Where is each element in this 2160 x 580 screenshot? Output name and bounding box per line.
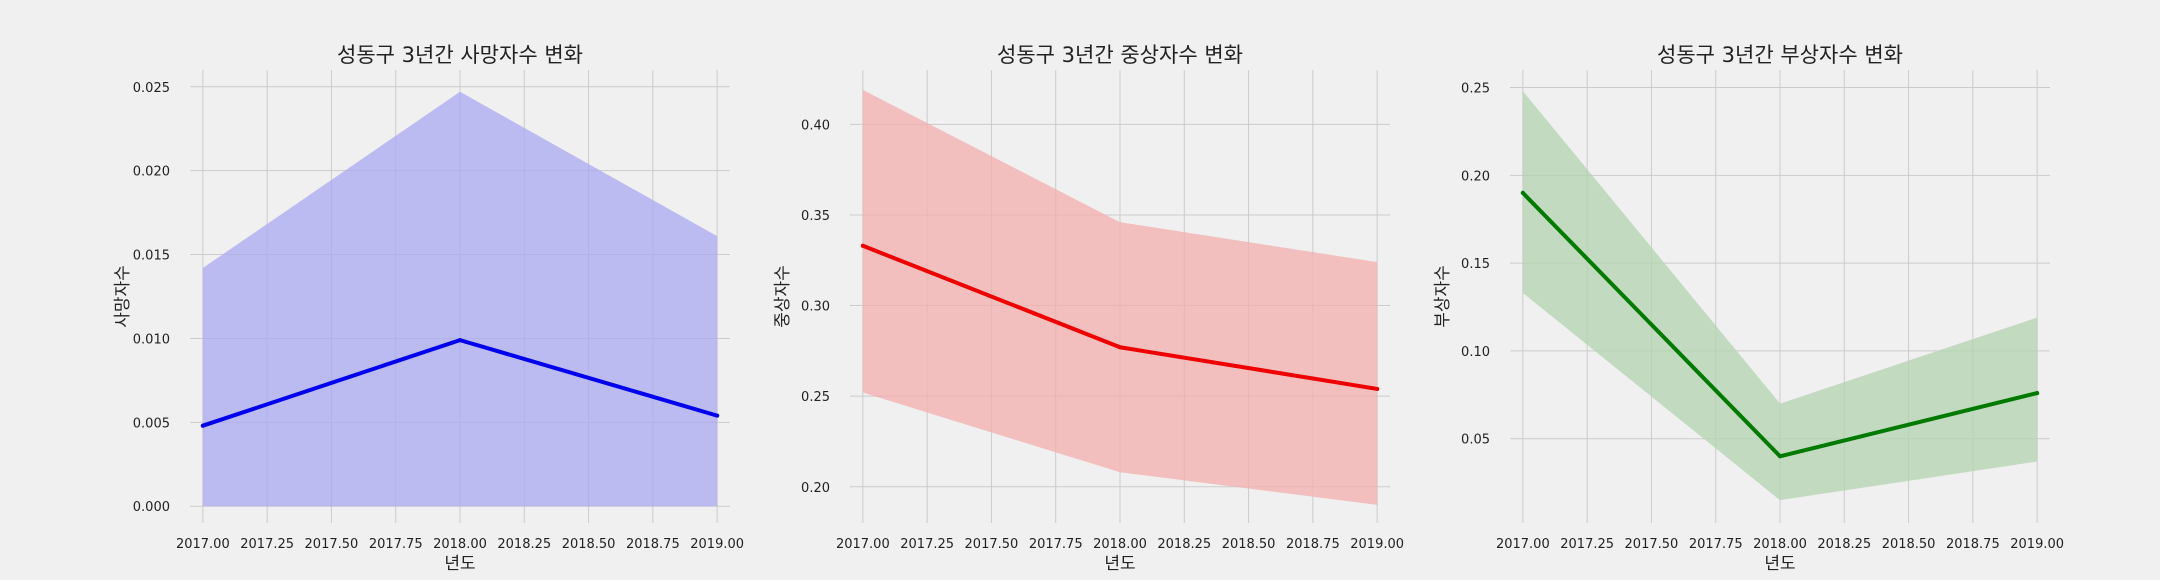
y-axis-label: 중상자수 <box>773 265 793 328</box>
x-tick-label: 2018.50 <box>1882 537 1936 552</box>
y-tick-label: 0.025 <box>133 81 170 96</box>
y-tick-label: 0.40 <box>801 118 830 133</box>
data-point <box>1778 454 1782 459</box>
x-tick-label: 2018.50 <box>562 537 616 552</box>
x-tick-label: 2019.00 <box>1350 537 1404 552</box>
y-axis-label: 부상자수 <box>1433 265 1453 328</box>
x-tick-label: 2017.75 <box>369 537 423 552</box>
x-tick-label: 2017.50 <box>1625 537 1679 552</box>
y-tick-label: 0.000 <box>133 500 170 515</box>
x-tick-label: 2017.50 <box>965 537 1019 552</box>
data-point <box>715 413 720 418</box>
confidence-band <box>202 91 718 507</box>
data-point <box>1118 345 1122 350</box>
subplot-2: 2017.00 2017.25 2017.50 2017.75 2018.00 2018.… <box>773 43 1404 574</box>
x-tick-label: 2018.00 <box>433 537 487 552</box>
data-point <box>860 243 865 248</box>
x-tick-label: 2017.50 <box>305 537 359 552</box>
x-axis-label: 년도 <box>444 554 475 574</box>
x-tick-label: 2019.00 <box>2010 537 2064 552</box>
data-point <box>458 338 462 343</box>
x-tick-label: 2017.00 <box>176 537 230 552</box>
confidence-band <box>1522 91 2038 501</box>
data-point <box>1375 386 1380 391</box>
x-axis-label: 년도 <box>1104 554 1135 574</box>
x-tick-label: 2018.25 <box>1157 537 1211 552</box>
y-axis-label: 사망자수 <box>113 265 133 328</box>
data-point <box>2035 391 2040 396</box>
x-tick-label: 2018.00 <box>1753 537 1807 552</box>
x-tick-label: 2018.75 <box>1286 537 1340 552</box>
y-tick-label: 0.20 <box>801 481 830 496</box>
x-tick-label: 2018.25 <box>497 537 551 552</box>
y-tick-label: 0.15 <box>1461 257 1490 272</box>
y-tick-label: 0.010 <box>133 332 170 347</box>
x-tick-label: 2018.50 <box>1222 537 1276 552</box>
x-tick-label: 2018.75 <box>1946 537 2000 552</box>
confidence-band <box>862 89 1378 505</box>
chart-title: 성동구 3년간 부상자수 변화 <box>1657 43 1903 67</box>
x-tick-label: 2018.00 <box>1093 537 1147 552</box>
y-tick-label: 0.30 <box>801 300 830 315</box>
y-tick-label: 0.020 <box>133 165 170 180</box>
data-point <box>1520 190 1525 195</box>
x-tick-label: 2017.00 <box>1496 537 1550 552</box>
x-tick-label: 2017.75 <box>1689 537 1743 552</box>
x-tick-label: 2017.75 <box>1029 537 1083 552</box>
subplot-1: 2017.00 2017.25 2017.50 2017.75 2018.00 2018.… <box>113 43 744 574</box>
y-tick-label: 0.05 <box>1461 433 1490 448</box>
x-tick-label: 2017.25 <box>240 537 294 552</box>
y-tick-label: 0.35 <box>801 209 830 224</box>
data-point <box>200 423 205 428</box>
x-tick-label: 2018.25 <box>1817 537 1871 552</box>
y-tick-label: 0.10 <box>1461 345 1490 360</box>
x-axis-label: 년도 <box>1764 554 1795 574</box>
x-tick-label: 2017.00 <box>836 537 890 552</box>
y-tick-label: 0.20 <box>1461 169 1490 184</box>
y-tick-label: 0.005 <box>133 416 170 431</box>
x-tick-label: 2017.25 <box>900 537 954 552</box>
x-tick-label: 2019.00 <box>690 537 744 552</box>
chart-title: 성동구 3년간 사망자수 변화 <box>337 43 583 67</box>
x-tick-label: 2017.25 <box>1560 537 1614 552</box>
y-tick-label: 0.25 <box>1461 82 1490 97</box>
x-tick-label: 2018.75 <box>626 537 680 552</box>
y-tick-label: 0.015 <box>133 249 170 264</box>
chart-title: 성동구 3년간 중상자수 변화 <box>997 43 1243 67</box>
subplot-3: 2017.00 2017.25 2017.50 2017.75 2018.00 2018.… <box>1433 43 2064 574</box>
y-tick-label: 0.25 <box>801 390 830 405</box>
